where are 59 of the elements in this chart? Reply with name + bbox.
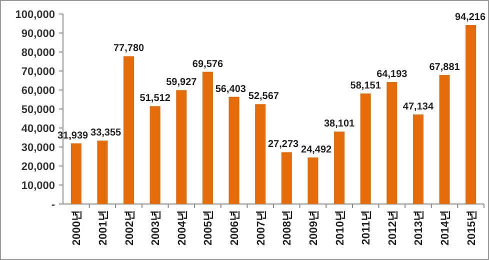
x-tick-label: 2015년 [466,210,478,246]
data-label: 59,927 [166,77,198,88]
y-tick-label: 100,000 [15,9,55,21]
bar [360,94,371,204]
bar [228,96,240,204]
bar [281,152,292,204]
y-tick-label: 70,000 [21,66,55,78]
data-label: 69,576 [192,58,224,70]
bar [202,72,213,204]
data-label: 31,939 [58,130,89,142]
x-tick-label: 2009년 [308,210,320,246]
y-tick-label: 40,000 [21,123,55,135]
data-label: 47,134 [402,101,434,112]
x-tick-label: 2006년 [229,210,242,246]
data-label: 56,403 [215,84,246,95]
bar [70,143,82,204]
bar [466,24,476,204]
bar [255,104,266,204]
bar [386,82,398,204]
data-label: 24,492 [301,144,332,156]
y-tick-label: 90,000 [21,28,55,40]
y-tick-label: 60,000 [21,85,55,97]
data-label: 77,780 [113,43,145,54]
x-tick-label: 2011년 [360,210,373,245]
data-label: 33,355 [90,128,122,139]
x-tick-label: 2004년 [176,210,188,246]
x-tick-label: 2010년 [334,210,346,246]
x-tick-label: 2001년 [97,210,110,246]
bar [176,90,187,204]
data-label: 64,193 [376,69,408,80]
x-tick-label: 2012년 [386,210,399,246]
x-tick-label: 2000년 [71,210,84,246]
y-tick-label: - [51,199,56,211]
bar [124,56,134,204]
data-label: 27,273 [268,139,300,150]
y-tick-label: 30,000 [21,142,55,154]
data-label: 67,881 [429,62,460,74]
bar [412,114,424,204]
data-label: 94,216 [454,12,486,23]
bar [308,157,318,204]
data-label: 58,151 [350,80,382,92]
y-tick-label: 80,000 [21,47,55,59]
bar [439,75,450,204]
data-label: 51,512 [140,93,171,104]
x-tick-label: 2013년 [413,210,426,246]
x-tick-label: 2008년 [282,210,294,246]
data-label: 38,101 [324,118,356,130]
data-label: 52,567 [248,91,280,102]
bar [150,106,160,204]
x-tick-label: 2014년 [440,210,452,246]
x-tick-label: 2005년 [202,210,215,246]
bar [334,132,345,204]
y-tick-label: 50,000 [21,104,55,116]
x-tick-label: 2007년 [255,210,268,246]
x-tick-label: 2002년 [124,210,136,246]
bar [97,140,108,204]
x-tick-label: 2003년 [150,210,162,246]
y-tick-label: 20,000 [21,161,55,173]
y-tick-label: 10,000 [21,180,55,192]
